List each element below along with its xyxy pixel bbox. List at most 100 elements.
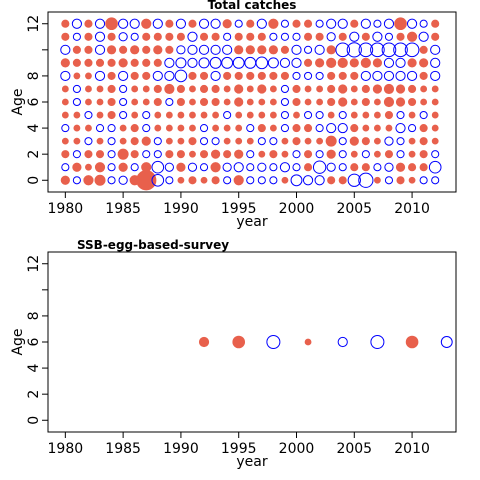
- residual-bubble: [408, 111, 416, 119]
- residual-bubble: [85, 124, 92, 132]
- residual-bubble: [395, 97, 406, 107]
- residual-bubble: [350, 150, 358, 158]
- residual-bubble: [419, 124, 428, 133]
- residual-bubble: [189, 111, 196, 119]
- residual-bubble: [130, 32, 139, 41]
- residual-bubble: [177, 124, 185, 132]
- residual-bubble: [431, 111, 439, 119]
- residual-bubble: [315, 32, 324, 41]
- residual-bubble: [165, 32, 174, 41]
- residual-bubble: [233, 175, 244, 186]
- residual-bubble: [246, 19, 255, 28]
- residual-bubble: [384, 32, 394, 41]
- residual-bubble: [385, 124, 393, 132]
- residual-bubble: [373, 150, 381, 158]
- residual-bubble: [304, 98, 312, 106]
- residual-bubble: [106, 45, 117, 55]
- residual-bubble: [142, 98, 150, 106]
- residual-bubble: [107, 110, 116, 120]
- x-tick-label: 1985: [105, 201, 141, 217]
- residual-bubble: [211, 84, 220, 94]
- residual-bubble: [210, 18, 221, 29]
- residual-bubble: [176, 162, 186, 172]
- residual-bubble: [199, 124, 209, 133]
- residual-bubble: [303, 32, 313, 41]
- residual-bubble: [107, 58, 116, 67]
- residual-bubble: [292, 71, 301, 80]
- residual-bubble: [72, 84, 81, 94]
- residual-bubble: [61, 150, 70, 159]
- residual-bubble: [314, 44, 325, 55]
- residual-bubble: [131, 85, 139, 93]
- residual-bubble: [187, 44, 198, 55]
- residual-bubble: [373, 176, 381, 184]
- residual-bubble: [346, 42, 362, 58]
- residual-bubble: [361, 150, 370, 159]
- residual-bubble: [372, 70, 383, 82]
- residual-bubble: [337, 122, 348, 134]
- x-tick-label: 1995: [221, 201, 257, 217]
- residual-bubble: [315, 110, 324, 120]
- residual-bubble: [268, 18, 279, 29]
- residual-bubble: [84, 45, 93, 54]
- x-tick-label: 2000: [279, 201, 315, 217]
- residual-bubble: [404, 42, 420, 58]
- residual-bubble: [136, 170, 157, 191]
- residual-bubble: [349, 58, 359, 68]
- residual-bubble: [292, 150, 301, 159]
- residual-bubble: [234, 97, 244, 107]
- residual-bubble: [105, 17, 118, 31]
- residual-bubble: [107, 176, 116, 185]
- residual-bubble: [60, 175, 70, 185]
- residual-bubble: [315, 124, 324, 133]
- residual-bubble: [327, 71, 336, 80]
- x-axis-label: year: [236, 214, 267, 230]
- residual-bubble: [61, 163, 70, 172]
- residual-bubble: [198, 18, 210, 29]
- residual-bubble: [151, 160, 165, 174]
- residual-bubble: [212, 111, 220, 119]
- y-tick-label: 12: [26, 15, 42, 33]
- residual-bubble: [246, 163, 255, 172]
- residual-bubble: [187, 162, 198, 172]
- residual-bubble: [269, 32, 278, 41]
- residual-bubble: [72, 97, 81, 107]
- y-tick-label: 6: [26, 97, 42, 106]
- residual-bubble: [246, 85, 254, 93]
- residual-bubble: [187, 31, 198, 42]
- residual-bubble: [72, 45, 81, 54]
- residual-bubble: [396, 110, 405, 120]
- residual-bubble: [73, 111, 81, 119]
- residual-bubble: [188, 71, 197, 80]
- x-tick-label: 1980: [48, 201, 84, 217]
- residual-bubble: [326, 32, 336, 42]
- residual-bubble: [281, 137, 289, 145]
- residual-bubble: [302, 175, 314, 186]
- y-tick-label: 2: [26, 150, 42, 159]
- residual-bubble: [175, 57, 187, 69]
- residual-bubble: [246, 71, 255, 80]
- residual-bubble: [381, 42, 397, 58]
- residual-bubble: [408, 84, 417, 94]
- residual-bubble: [256, 18, 267, 29]
- residual-bubble: [142, 124, 151, 133]
- residual-bubble: [338, 97, 348, 107]
- residual-bubble: [327, 97, 336, 107]
- residual-bubble: [373, 111, 381, 119]
- residual-bubble: [419, 19, 428, 28]
- residual-bubble: [107, 84, 116, 94]
- residual-bubble: [174, 69, 188, 83]
- residual-bubble: [279, 57, 291, 68]
- residual-bubble: [407, 58, 417, 68]
- residual-bubble: [384, 110, 394, 120]
- residual-bubble: [257, 176, 266, 185]
- residual-bubble: [235, 124, 243, 132]
- residual-bubble: [130, 58, 139, 67]
- residual-bubble: [73, 137, 81, 145]
- residual-bubble: [117, 148, 129, 160]
- residual-bubble: [419, 71, 428, 80]
- residual-bubble: [292, 19, 301, 28]
- residual-bubble: [431, 85, 439, 93]
